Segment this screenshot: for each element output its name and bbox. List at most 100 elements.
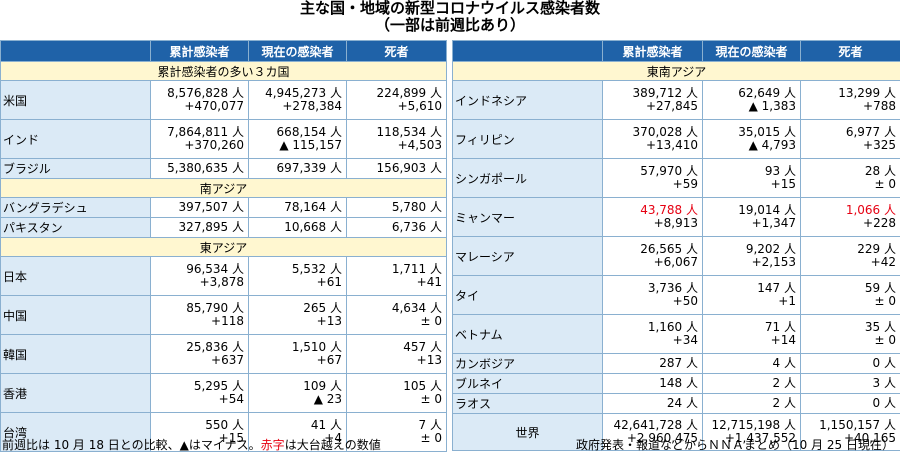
cumulative-cell-value: 3,736 人 <box>647 281 698 295</box>
current-cell: 10,668 人 <box>248 217 347 238</box>
current-cell-change: +67 <box>316 353 342 367</box>
country-name: シンガポール <box>452 158 603 198</box>
deaths-cell: 1,711 人 +41 <box>346 256 447 296</box>
country-name: インドネシア <box>452 80 603 120</box>
current-cell-change: +1 <box>778 294 796 308</box>
current-cell: 9,202 人 +2,153 <box>702 236 801 276</box>
deaths-cell: 3 人 <box>800 373 900 394</box>
cumulative-cell: 96,534 人 +3,878 <box>150 256 249 296</box>
current-cell: 4,945,273 人 +278,384 <box>248 80 347 120</box>
current-cell-value: 2 人 <box>772 396 796 410</box>
current-cell-change: +15 <box>770 177 796 191</box>
country-name: ミャンマー <box>452 197 603 237</box>
cumulative-cell: 57,970 人 +59 <box>602 158 703 198</box>
country-name: フィリピン <box>452 119 603 159</box>
deaths-cell: 105 人 ± 0 <box>346 373 447 413</box>
cumulative-cell-value: 43,788 人 <box>640 203 698 217</box>
deaths-cell: 59 人 ± 0 <box>800 275 900 315</box>
current-cell: 71 人 +14 <box>702 314 801 354</box>
cumulative-cell: 3,736 人 +50 <box>602 275 703 315</box>
table-row: ラオス 24 人 2 人 0 人 <box>452 393 900 414</box>
country-name: 韓国 <box>0 334 151 374</box>
current-cell: 19,014 人 +1,347 <box>702 197 801 237</box>
deaths-cell-value: 118,534 人 <box>376 125 442 139</box>
deaths-cell: 4,634 人 ± 0 <box>346 295 447 335</box>
deaths-cell-change: ± 0 <box>420 392 442 406</box>
cumulative-cell: 85,790 人 +118 <box>150 295 249 335</box>
cumulative-cell-value: 7,864,811 人 <box>167 125 244 139</box>
current-cell: 62,649 人 ▲ 1,383 <box>702 80 801 120</box>
current-cell: 147 人 +1 <box>702 275 801 315</box>
cumulative-cell-value: 287 人 <box>659 356 698 370</box>
current-cell-value: 4 人 <box>772 356 796 370</box>
country-name: マレーシア <box>452 236 603 276</box>
table-row: ブルネイ 148 人 2 人 3 人 <box>452 373 900 394</box>
current-cell-change: +61 <box>316 275 342 289</box>
country-name: ブルネイ <box>452 373 603 394</box>
deaths-cell-value: 0 人 <box>872 396 896 410</box>
cumulative-cell: 8,576,828 人 +470,077 <box>150 80 249 120</box>
table-row: タイ 3,736 人 +50 147 人 +1 59 人 ± 0 <box>452 275 900 315</box>
cumulative-cell-change: +6,067 <box>653 255 698 269</box>
cumulative-cell: 148 人 <box>602 373 703 394</box>
current-cell-value: 265 人 <box>303 301 342 315</box>
footnote-red-text: 赤字 <box>260 438 285 452</box>
section-label: 累計感染者の多い３カ国 <box>0 61 447 81</box>
cumulative-cell-value: 26,565 人 <box>640 242 698 256</box>
deaths-cell-change: +5,610 <box>397 99 442 113</box>
cumulative-cell-value: 550 人 <box>205 418 244 432</box>
current-cell-change: +14 <box>770 333 796 347</box>
current-cell-change: +4 <box>324 431 342 445</box>
deaths-cell-value: 457 人 <box>403 340 442 354</box>
cumulative-cell: 5,380,635 人 <box>150 158 249 179</box>
table-row: 香港 5,295 人 +54 109 人 ▲ 23 105 人 ± 0 <box>0 373 447 413</box>
current-cell-value: 4,945,273 人 <box>265 86 342 100</box>
header-country <box>0 40 151 62</box>
section-row: 南アジア <box>0 178 447 198</box>
table-left: 累計感染者 現在の感染者 死者 累計感染者の多い３カ国 米国 8,576,828 人… <box>0 40 447 452</box>
deaths-cell-change: ± 0 <box>874 333 896 347</box>
deaths-cell: 1,150,157 人 +40,165 <box>800 413 900 451</box>
deaths-cell: 224,899 人 +5,610 <box>346 80 447 120</box>
footnote-source: 政府発表・報道などからＮＮＡまとめ（10 月 25 日現在） <box>576 438 894 452</box>
table-row: 台湾 550 人 +15 41 人 +4 7 人 ± 0 <box>0 412 447 452</box>
current-cell: 5,532 人 +61 <box>248 256 347 296</box>
country-name: 香港 <box>0 373 151 413</box>
country-name: 米国 <box>0 80 151 120</box>
cumulative-cell: 43,788 人 +8,913 <box>602 197 703 237</box>
cumulative-cell: 397,507 人 <box>150 197 249 218</box>
cumulative-cell: 5,295 人 +54 <box>150 373 249 413</box>
section-row: 東アジア <box>0 237 447 257</box>
current-cell-value: 41 人 <box>310 418 342 432</box>
cumulative-cell-change: +50 <box>672 294 698 308</box>
current-cell: 12,715,198 人 +1,437,552 <box>702 413 801 451</box>
deaths-cell-change: ± 0 <box>874 177 896 191</box>
current-cell-value: 1,510 人 <box>291 340 342 354</box>
current-cell: 1,510 人 +67 <box>248 334 347 374</box>
current-cell-value: 78,164 人 <box>284 200 342 214</box>
cumulative-cell: 1,160 人 +34 <box>602 314 703 354</box>
deaths-cell-value: 6,977 人 <box>845 125 896 139</box>
deaths-cell-value: 6,736 人 <box>391 220 442 234</box>
deaths-cell-change: +788 <box>863 99 896 113</box>
cumulative-cell-change: +2,960,475 <box>626 431 698 445</box>
current-cell: 41 人 +4 <box>248 412 347 452</box>
deaths-cell: 7 人 ± 0 <box>346 412 447 452</box>
cumulative-cell-value: 5,380,635 人 <box>167 161 244 175</box>
section-label: 東アジア <box>0 237 447 257</box>
deaths-cell: 6,736 人 <box>346 217 447 238</box>
current-cell: 2 人 <box>702 373 801 394</box>
title-line2: （一部は前週比あり） <box>374 16 525 34</box>
deaths-cell-value: 1,066 人 <box>845 203 896 217</box>
cumulative-cell-value: 8,576,828 人 <box>167 86 244 100</box>
current-cell-value: 2 人 <box>772 376 796 390</box>
cumulative-cell-change: +370,260 <box>184 138 244 152</box>
country-name: パキスタン <box>0 217 151 238</box>
deaths-cell-value: 7 人 <box>418 418 442 432</box>
cumulative-cell-value: 24 人 <box>666 396 698 410</box>
current-cell-value: 10,668 人 <box>284 220 342 234</box>
cumulative-cell-change: +54 <box>218 392 244 406</box>
cumulative-cell-change: +470,077 <box>184 99 244 113</box>
table-row: パキスタン 327,895 人 10,668 人 6,736 人 <box>0 217 447 238</box>
deaths-cell: 28 人 ± 0 <box>800 158 900 198</box>
